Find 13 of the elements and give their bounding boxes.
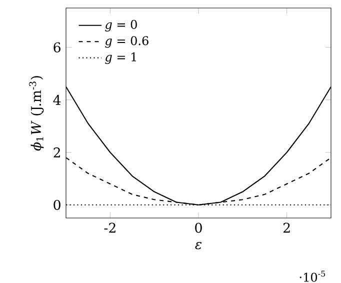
x-tick-label: 2	[283, 222, 290, 233]
x-tick-label: 0	[195, 222, 202, 233]
legend-label: g = 0	[105, 20, 137, 32]
y-axis-title: ϕ$_{1}$W (J.m$^{-3}$)	[29, 76, 44, 151]
x-tick-label: -2	[104, 222, 116, 233]
text: ·10$^{-5}$	[300, 270, 326, 282]
y-tick-label: 4	[53, 94, 61, 105]
y-tick-label: 2	[54, 147, 60, 158]
y-tick-label: 6	[54, 42, 60, 52]
y-tick-label: 0	[54, 200, 60, 210]
legend-label: g = 1	[105, 52, 136, 64]
x-axis-title: ε	[195, 242, 202, 250]
legend-label: g = 0.6	[105, 36, 148, 48]
